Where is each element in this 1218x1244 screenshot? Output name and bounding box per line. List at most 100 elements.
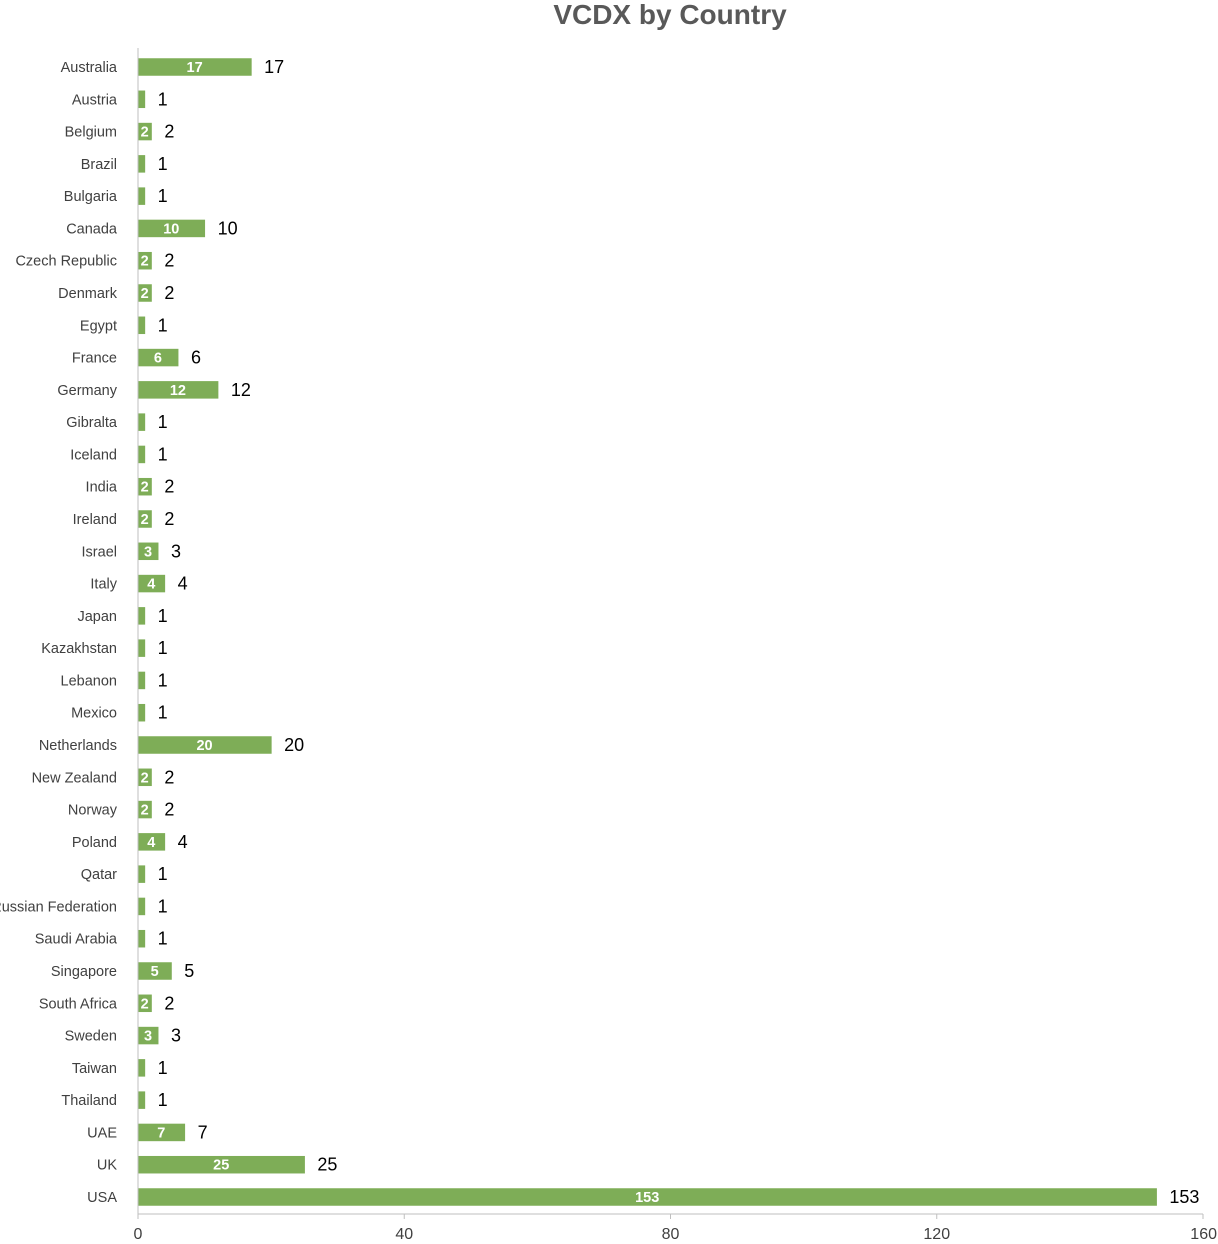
bar-value-label: 3: [171, 1026, 181, 1046]
category-label: South Africa: [39, 996, 118, 1012]
category-label: Denmark: [58, 286, 118, 302]
category-label: Israel: [82, 544, 117, 560]
bar-value-label: 2: [164, 800, 174, 820]
bar-value-label: 5: [184, 961, 194, 981]
bar-value-label: 4: [178, 574, 188, 594]
category-label: India: [86, 480, 118, 496]
bar-inside-value-label: 25: [213, 1158, 229, 1174]
bar-value-label: 20: [284, 735, 304, 755]
bar: [138, 477, 152, 496]
category-label: Canada: [66, 221, 118, 237]
bar: [138, 962, 172, 980]
x-tick-label: 120: [923, 1226, 950, 1243]
bar-inside-value-label: 20: [196, 738, 212, 754]
bar-value-label: 10: [218, 218, 238, 238]
bar: [138, 122, 152, 141]
bar: [138, 316, 146, 335]
bar: [138, 413, 146, 431]
x-tick-label: 160: [1190, 1226, 1217, 1243]
bar: [138, 510, 152, 528]
bar-inside-value-label: 12: [170, 383, 186, 399]
bar-value-label: 4: [178, 832, 188, 852]
bar: [138, 1059, 146, 1077]
bar-value-label: 1: [158, 154, 168, 174]
bar-inside-value-label: 2: [141, 125, 149, 141]
bars: [138, 58, 1157, 1206]
bar: [138, 58, 252, 76]
bar-inside-value-label: 5: [151, 964, 159, 980]
bar-inside-value-label: 10: [163, 221, 179, 237]
bar-inside-value-label: 4: [147, 835, 155, 851]
category-labels: Australia Austria Belgium Brazil Bulgaria Can…: [0, 60, 118, 1206]
category-label: Egypt: [80, 318, 117, 334]
bar-value-label: 1: [158, 606, 168, 626]
category-label: Austria: [72, 92, 118, 108]
x-tick-label: 80: [662, 1226, 680, 1243]
bar: [138, 574, 166, 593]
category-label: Russian Federation: [0, 899, 117, 915]
bar: [138, 994, 152, 1013]
bar: [138, 1026, 159, 1045]
bar: [138, 348, 179, 367]
bar-inside-value-label: 153: [635, 1190, 659, 1206]
category-label: Poland: [72, 835, 117, 851]
bar: [138, 800, 152, 819]
category-label: Belgium: [65, 125, 117, 141]
bar: [138, 703, 146, 722]
bar-value-label: 1: [158, 444, 168, 464]
bar-value-label: 1: [158, 1058, 168, 1078]
bar: [138, 542, 159, 561]
bar-value-label: 1: [158, 89, 168, 109]
bar-inside-value-label: 2: [141, 770, 149, 786]
bar-inside-value-label: 2: [141, 996, 149, 1012]
category-label: Australia: [61, 60, 118, 76]
category-label: Brazil: [81, 157, 117, 173]
bar-inside-value-label: 7: [157, 1125, 165, 1141]
category-label: France: [72, 351, 117, 367]
bar: [138, 251, 152, 270]
bar: [138, 445, 146, 464]
bar-value-label: 2: [164, 251, 174, 271]
bar: [138, 607, 146, 625]
category-label: Bulgaria: [64, 189, 118, 205]
category-label: Sweden: [65, 1029, 117, 1045]
x-tick-label: 0: [134, 1226, 143, 1243]
outside-data-labels: 1712111022161211223411112022411152311725…: [158, 57, 1200, 1207]
category-label: Mexico: [71, 706, 117, 722]
bar: [138, 187, 146, 205]
category-label: Japan: [77, 609, 117, 625]
bar: [138, 90, 146, 109]
bar-value-label: 1: [158, 412, 168, 432]
bar-value-label: 17: [264, 57, 284, 77]
category-label: Ireland: [73, 512, 117, 528]
x-tick-label: 40: [395, 1226, 413, 1243]
category-label: Lebanon: [61, 673, 117, 689]
bar-value-label: 2: [164, 993, 174, 1013]
bar-inside-value-label: 6: [154, 351, 162, 367]
category-label: Italy: [90, 577, 117, 593]
bar-inside-value-label: 2: [141, 286, 149, 302]
bar: [138, 1123, 186, 1142]
category-label: Netherlands: [39, 738, 117, 754]
bar-inside-value-label: 17: [187, 60, 203, 76]
bar-value-label: 2: [164, 767, 174, 787]
category-label: Saudi Arabia: [35, 932, 118, 948]
category-label: Thailand: [61, 1093, 117, 1109]
category-label: Iceland: [70, 447, 117, 463]
bar: [138, 219, 206, 238]
bar-value-label: 1: [158, 638, 168, 658]
bar-inside-value-label: 2: [141, 254, 149, 270]
bar-value-label: 1: [158, 670, 168, 690]
bar: [138, 833, 166, 851]
bar-value-label: 12: [231, 380, 251, 400]
bar: [138, 865, 146, 883]
category-label: Qatar: [81, 867, 117, 883]
bar: [138, 381, 219, 399]
bar-inside-value-label: 4: [147, 577, 155, 593]
bar-inside-value-label: 2: [141, 512, 149, 528]
bar: [138, 1188, 1157, 1206]
chart-title: VCDX by Country: [553, 0, 787, 30]
category-label: USA: [87, 1190, 117, 1206]
bar: [138, 897, 146, 916]
bar: [138, 155, 146, 173]
